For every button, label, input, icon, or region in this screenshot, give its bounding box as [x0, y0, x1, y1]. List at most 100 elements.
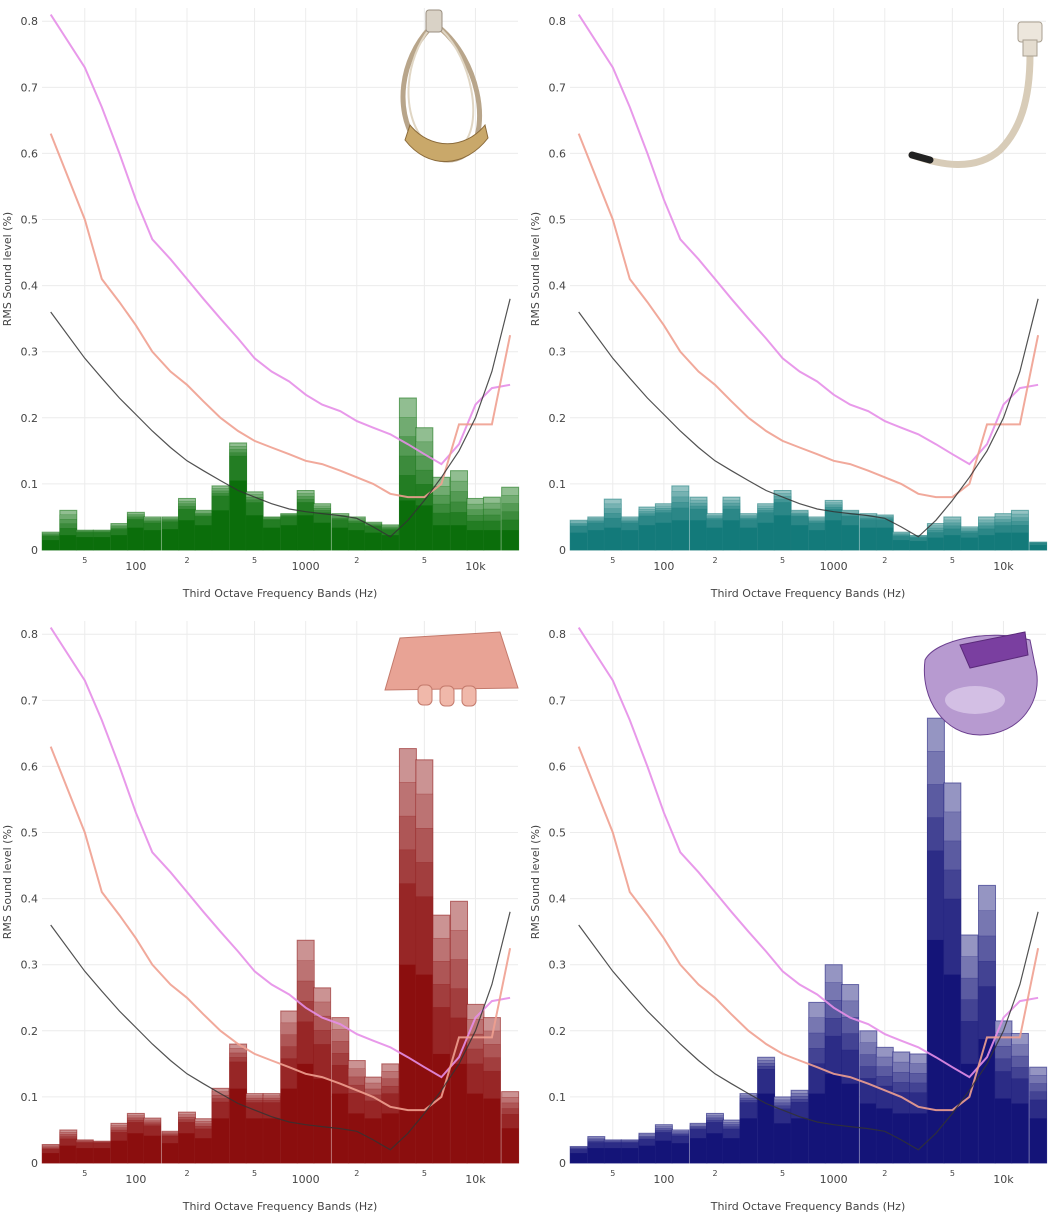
- curve-salmon: [49, 746, 512, 1112]
- bar: [313, 1078, 331, 1163]
- bar: [76, 537, 94, 550]
- y-tick-label: 0.4: [21, 893, 39, 906]
- chart-svg: 0 0.1 0.2 0.3 0.4 0.5 0.6 0.7 0.8 5 100 2 5 1000 2 5 10k…: [529, 621, 1048, 1213]
- bar: [348, 1113, 366, 1163]
- bar: [415, 974, 433, 1163]
- x-axis-title: Third Octave Frequency Bands (Hz): [182, 1200, 378, 1213]
- bar: [690, 1138, 708, 1163]
- y-tick-label: 0.5: [21, 214, 39, 227]
- bar: [722, 520, 740, 550]
- bar: [110, 1140, 128, 1163]
- bar: [859, 1103, 877, 1163]
- bar: [263, 527, 281, 550]
- bar: [960, 1063, 978, 1163]
- bar: [348, 530, 366, 550]
- bars: [569, 485, 1048, 551]
- x-tick-labels: 5 100 2 5 1000 2 5 10k: [82, 556, 486, 573]
- endotracheal-tube-photo: [908, 21, 1043, 168]
- bar: [841, 525, 859, 550]
- bar: [211, 510, 229, 550]
- x-tick-label: 100: [125, 1173, 146, 1186]
- bar: [909, 1113, 927, 1163]
- curve-salmon: [577, 133, 1040, 499]
- bar: [229, 1088, 247, 1163]
- x-tick-label: 2: [712, 556, 717, 565]
- bar: [739, 527, 757, 550]
- curve-black: [578, 298, 1039, 538]
- bar: [364, 532, 382, 550]
- bar: [655, 522, 673, 550]
- bar: [621, 1148, 639, 1163]
- y-tick-label: 0.7: [21, 81, 39, 94]
- y-tick-label: 0: [31, 1157, 38, 1170]
- y-axis-title: RMS Sound level (%): [1, 825, 14, 939]
- x-tick-label: 2: [184, 556, 189, 565]
- y-tick-label: 0.1: [549, 478, 567, 491]
- y-tick-label: 0: [31, 544, 38, 557]
- x-tick-label: 5: [780, 556, 785, 565]
- bar: [280, 525, 298, 550]
- x-tick-label: 1000: [292, 1173, 320, 1186]
- x-tick-labels: 5 100 2 5 1000 2 5 10k: [610, 556, 1014, 573]
- bar: [876, 527, 894, 550]
- bar: [466, 530, 484, 550]
- bar: [791, 1118, 809, 1163]
- x-tick-label: 2: [184, 1169, 189, 1178]
- bar: [774, 1123, 792, 1163]
- bar: [76, 1148, 94, 1163]
- bar: [399, 500, 417, 550]
- bar: [450, 525, 468, 550]
- y-tick-label: 0.1: [549, 1091, 567, 1104]
- y-tick-label: 0.6: [21, 760, 39, 773]
- bar: [93, 537, 111, 550]
- y-axis-title: RMS Sound level (%): [529, 212, 542, 326]
- bar: [381, 1113, 399, 1163]
- curve-magenta: [577, 14, 1039, 466]
- bar: [162, 1143, 180, 1163]
- y-tick-label: 0.3: [21, 959, 39, 972]
- chart-panel-nasal-mask: 0 0.1 0.2 0.3 0.4 0.5 0.6 0.7 0.8 5 100 2 5 1000 2 5 10k…: [528, 613, 1056, 1226]
- bar: [757, 522, 775, 550]
- y-tick-label: 0.6: [21, 147, 39, 160]
- bar: [331, 527, 349, 550]
- bar: [297, 1063, 315, 1163]
- bar: [994, 532, 1012, 550]
- bar: [127, 527, 145, 550]
- bar: [42, 1153, 60, 1163]
- bar: [1011, 532, 1029, 550]
- bar: [450, 1063, 468, 1163]
- y-tick-label: 0.6: [549, 147, 567, 160]
- curve-salmon: [49, 133, 512, 499]
- x-tick-label: 5: [950, 1169, 955, 1178]
- bar: [638, 525, 656, 550]
- bars: [41, 397, 520, 551]
- bar: [927, 939, 945, 1163]
- x-tick-label: 1000: [292, 560, 320, 573]
- x-tick-label: 10k: [465, 560, 486, 573]
- bar: [621, 530, 639, 550]
- y-tick-label: 0.7: [549, 81, 567, 94]
- y-tick-label: 0.3: [549, 959, 567, 972]
- bar: [297, 515, 315, 550]
- reference-curves: [577, 14, 1040, 538]
- bars: [41, 748, 520, 1164]
- y-tick-label: 0.8: [549, 15, 567, 28]
- chart-svg: 0 0.1 0.2 0.3 0.4 0.5 0.6 0.7 0.8 5 100 2 5 1000 2 5 10k…: [529, 8, 1048, 600]
- bar: [604, 527, 622, 550]
- x-tick-label: 100: [125, 560, 146, 573]
- chart-panel-nasal-prong: 0 0.1 0.2 0.3 0.4 0.5 0.6 0.7 0.8 5 100 2 5 1000 2 5 10k…: [0, 613, 528, 1226]
- curve-magenta: [577, 627, 1039, 1079]
- bar: [229, 480, 247, 550]
- y-tick-label: 0.4: [549, 893, 567, 906]
- curve-salmon: [577, 746, 1040, 1112]
- bar: [587, 530, 605, 550]
- x-tick-label: 5: [252, 556, 257, 565]
- y-tick-labels: 0 0.1 0.2 0.3 0.4 0.5 0.6 0.7 0.8: [549, 628, 567, 1170]
- reference-curves: [577, 627, 1040, 1151]
- y-tick-label: 0.2: [549, 1025, 567, 1038]
- bar: [42, 540, 60, 550]
- x-tick-label: 100: [653, 560, 674, 573]
- bar: [313, 522, 331, 550]
- bar: [638, 1145, 656, 1163]
- bar: [791, 525, 809, 550]
